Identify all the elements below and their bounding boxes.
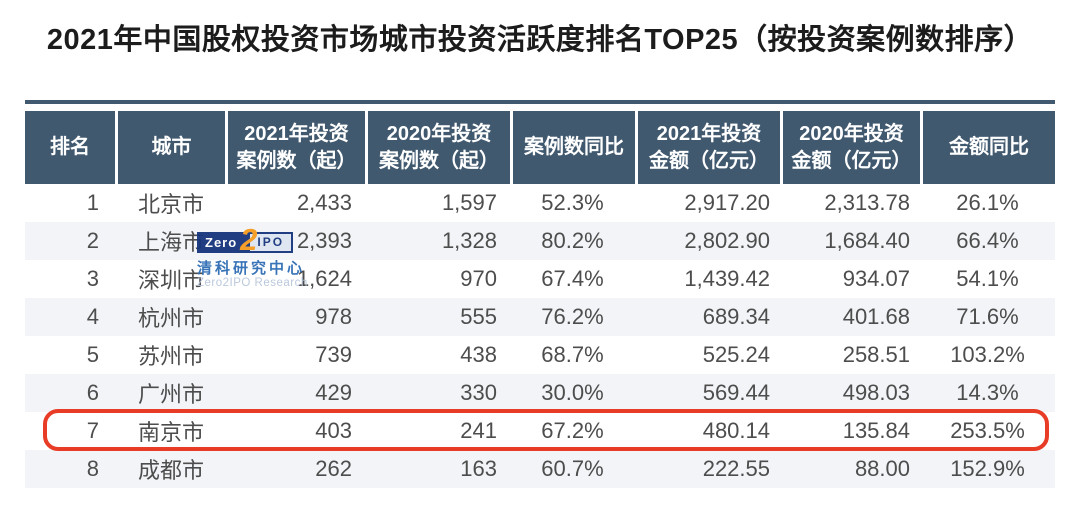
cell-amount-2020: 934.07 [842, 266, 910, 291]
cell-cases-2021: 403 [315, 418, 352, 443]
cell-amount-yoy: 14.3% [956, 380, 1019, 405]
cell-amount-2021: 1,439.42 [684, 266, 770, 291]
cell-city: 成都市 [138, 458, 205, 483]
cell-rank: 6 [86, 380, 99, 405]
cell-cases-yoy: 67.2% [541, 418, 604, 443]
cell-cases-yoy: 52.3% [541, 190, 604, 215]
table-row: 2 上海市 2,393 1,328 80.2% 2,802.90 1,684.40 66.4% [25, 222, 1055, 260]
col-header-city: 城市 [115, 111, 225, 184]
col-header-cases-2020: 2020年投资 案例数（起） [365, 111, 510, 184]
table-row: 3 深圳市 1,624 970 67.4% 1,439.42 934.07 54.1% [25, 260, 1055, 298]
cell-city: 杭州市 [138, 306, 205, 331]
cell-amount-2021: 2,917.20 [684, 190, 770, 215]
cell-rank: 5 [86, 342, 99, 367]
zero2ipo-watermark: Zero 2 IPO 清科研究中心 Zero2IPO Research [197, 222, 347, 289]
cell-cases-2020: 438 [460, 342, 497, 367]
cell-cases-2021: 978 [315, 304, 352, 329]
cell-amount-2021: 222.55 [702, 456, 770, 481]
cell-amount-2020: 88.00 [854, 456, 910, 481]
cell-cases-2021: 429 [315, 380, 352, 405]
table-row: 6 广州市 429 330 30.0% 569.44 498.03 14.3% [25, 374, 1055, 412]
cell-cases-2021: 2,393 [296, 228, 352, 253]
table-row: 4 杭州市 978 555 76.2% 689.34 401.68 71.6% [25, 298, 1055, 336]
cell-cases-2020: 241 [460, 418, 497, 443]
zero2ipo-logo-two: 2 [240, 222, 258, 257]
cell-cases-yoy: 67.4% [541, 266, 604, 291]
ranking-table: 排名 城市 2021年投资 案例数（起） 2020年投资 案例数（起） 案例数同… [25, 111, 1055, 488]
cell-cases-2021: 262 [315, 456, 352, 481]
cell-cases-2020: 555 [460, 304, 497, 329]
cell-amount-yoy: 152.9% [950, 456, 1025, 481]
cell-rank: 4 [86, 304, 99, 329]
page: 2021年中国股权投资市场城市投资活跃度排名TOP25（按投资案例数排序） 排名… [0, 22, 1080, 488]
cell-amount-2021: 525.24 [702, 342, 770, 367]
table-row: 1 北京市 2,433 1,597 52.3% 2,917.20 2,313.78 26.1% [25, 184, 1055, 222]
zero2ipo-logo: Zero 2 IPO [197, 222, 347, 257]
col-header-rank: 排名 [25, 111, 115, 184]
cell-cases-yoy: 68.7% [541, 342, 604, 367]
cell-cases-2020: 1,597 [441, 190, 497, 215]
cell-amount-2020: 498.03 [842, 380, 910, 405]
table-top-rule [25, 100, 1055, 104]
table-row: 5 苏州市 739 438 68.7% 525.24 258.51 103.2% [25, 336, 1055, 374]
cell-amount-2020: 401.68 [842, 304, 910, 329]
cell-amount-yoy: 66.4% [956, 228, 1019, 253]
cell-amount-2020: 2,313.78 [824, 190, 910, 215]
cell-city: 上海市 [138, 230, 205, 255]
ranking-table-container: 排名 城市 2021年投资 案例数（起） 2020年投资 案例数（起） 案例数同… [25, 100, 1055, 488]
cell-rank: 2 [86, 228, 99, 253]
cell-cases-2020: 163 [460, 456, 497, 481]
col-header-amount-yoy: 金额同比 [920, 111, 1055, 184]
cell-amount-2020: 258.51 [842, 342, 910, 367]
cell-amount-2021: 569.44 [702, 380, 770, 405]
cell-amount-yoy: 71.6% [956, 304, 1019, 329]
cell-amount-2020: 1,684.40 [824, 228, 910, 253]
table-row: 8 成都市 262 163 60.7% 222.55 88.00 152.9% [25, 450, 1055, 488]
zero2ipo-logo-ipo: IPO [248, 231, 294, 253]
cell-cases-2020: 1,328 [441, 228, 497, 253]
cell-cases-2021: 2,433 [296, 190, 352, 215]
cell-cases-yoy: 60.7% [541, 456, 604, 481]
zero2ipo-name-en: Zero2IPO Research [197, 277, 308, 289]
cell-rank: 7 [86, 418, 99, 443]
cell-cases-yoy: 30.0% [541, 380, 604, 405]
cell-cases-2020: 330 [460, 380, 497, 405]
cell-rank: 3 [86, 266, 99, 291]
col-header-amount-2021: 2021年投资 金额（亿元） [635, 111, 780, 184]
cell-cases-yoy: 76.2% [541, 304, 604, 329]
cell-city: 北京市 [138, 192, 205, 217]
page-title: 2021年中国股权投资市场城市投资活跃度排名TOP25（按投资案例数排序） [46, 24, 1034, 56]
cell-rank: 8 [86, 456, 99, 481]
col-header-cases-yoy: 案例数同比 [510, 111, 635, 184]
zero2ipo-name-cn: 清科研究中心 [197, 260, 306, 277]
header-row: 排名 城市 2021年投资 案例数（起） 2020年投资 案例数（起） 案例数同… [25, 111, 1055, 184]
cell-city: 广州市 [138, 382, 205, 407]
zero2ipo-logo-zero: Zero [197, 231, 250, 253]
cell-cases-2021: 1,624 [296, 266, 352, 291]
cell-amount-2020: 135.84 [842, 418, 910, 443]
col-header-amount-2020: 2020年投资 金额（亿元） [780, 111, 920, 184]
cell-amount-yoy: 103.2% [950, 342, 1025, 367]
cell-amount-yoy: 26.1% [956, 190, 1019, 215]
cell-city: 苏州市 [138, 344, 205, 369]
cell-city: 深圳市 [138, 268, 205, 293]
cell-amount-yoy: 54.1% [956, 266, 1019, 291]
cell-amount-2021: 689.34 [702, 304, 770, 329]
table-row: 7 南京市 403 241 67.2% 480.14 135.84 253.5% [25, 412, 1055, 450]
col-header-cases-2021: 2021年投资 案例数（起） [225, 111, 365, 184]
cell-amount-2021: 480.14 [702, 418, 770, 443]
cell-cases-2021: 739 [315, 342, 352, 367]
cell-cases-yoy: 80.2% [541, 228, 604, 253]
cell-city: 南京市 [138, 420, 205, 445]
cell-amount-2021: 2,802.90 [684, 228, 770, 253]
cell-rank: 1 [86, 190, 99, 215]
cell-amount-yoy: 253.5% [950, 418, 1025, 443]
cell-cases-2020: 970 [460, 266, 497, 291]
